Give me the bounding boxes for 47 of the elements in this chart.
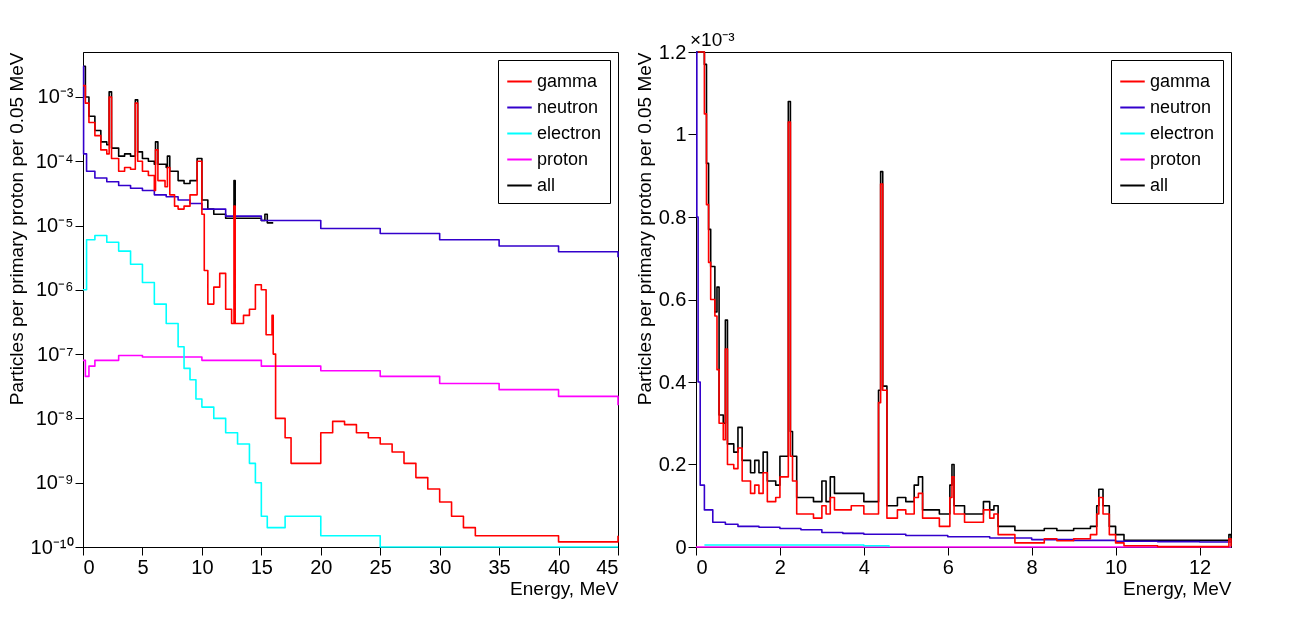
x-tick-label: 45 — [596, 555, 619, 578]
x-tick-label: 5 — [137, 555, 149, 578]
x-tick-label: 20 — [310, 555, 333, 578]
x-tick-label: 2 — [774, 555, 786, 578]
x-tick-label: 12 — [1188, 555, 1212, 578]
x-tick-label: 0 — [83, 555, 95, 578]
y-tick-label: 1.2 — [658, 40, 687, 63]
y-tick-label: 10⁻⁷ — [37, 342, 74, 365]
y-tick-label: 10⁻⁴ — [35, 149, 74, 172]
x-tick-label: 0 — [696, 555, 708, 578]
x-axis-title: Energy, MeV — [510, 577, 619, 599]
legend-label: gamma — [1150, 70, 1212, 91]
y-tick-label: 0 — [675, 535, 687, 558]
legend-label: proton — [537, 148, 589, 169]
x-tick-label: 35 — [488, 555, 511, 578]
y-axis-title: Particles per primary proton per 0.05 MeV — [5, 52, 27, 406]
y-tick-label: 10⁻⁹ — [35, 471, 74, 494]
y-tick-label: 1 — [675, 123, 687, 145]
y-tick-label: 10⁻¹⁰ — [30, 535, 74, 558]
y-tick-label: 10⁻⁵ — [35, 214, 74, 237]
y-tick-label: 0.4 — [658, 370, 687, 393]
y-tick-label: 10⁻³ — [37, 85, 74, 108]
legend-label: neutron — [537, 96, 599, 117]
x-tick-label: 6 — [942, 555, 954, 578]
x-tick-label: 40 — [547, 555, 571, 578]
x-tick-label: 15 — [250, 555, 273, 578]
x-tick-label: 30 — [429, 555, 452, 578]
y-tick-label: 10⁻⁸ — [35, 406, 74, 429]
y-axis-title: Particles per primary proton per 0.05 MeV — [633, 52, 655, 406]
x-tick-label: 8 — [1026, 555, 1038, 578]
legend-label: all — [537, 174, 556, 195]
x-axis-title: Energy, MeV — [1123, 577, 1232, 599]
legend-label: gamma — [537, 70, 599, 91]
x-tick-label: 4 — [858, 555, 870, 578]
text: ×10⁻³ — [690, 29, 735, 50]
legend-label: electron — [537, 122, 602, 143]
y-tick-label: 0.2 — [658, 453, 687, 475]
x-tick-label: 10 — [1104, 555, 1128, 578]
legend-label: all — [1150, 174, 1169, 195]
y-tick-label: 0.8 — [658, 205, 687, 228]
legend-label: proton — [1150, 148, 1202, 169]
y-tick-label: 0.6 — [658, 288, 687, 310]
legend-label: neutron — [1150, 96, 1212, 117]
x-tick-label: 25 — [369, 555, 392, 578]
x-tick-label: 10 — [191, 555, 214, 578]
legend-label: electron — [1150, 122, 1215, 143]
y-tick-label: 10⁻⁶ — [36, 278, 74, 301]
